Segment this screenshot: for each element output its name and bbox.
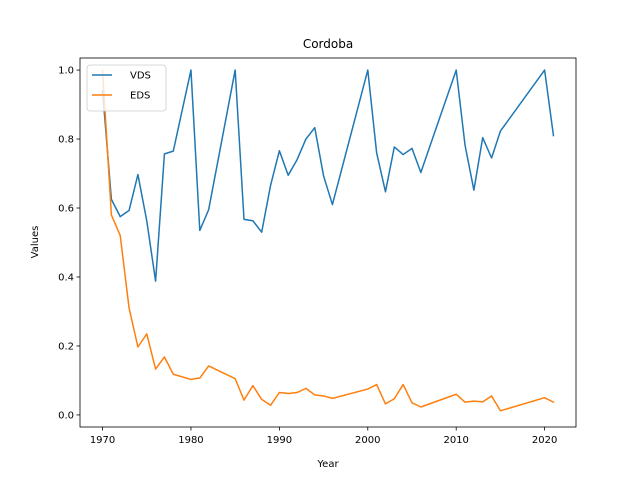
y-tick-label: 0.8	[58, 135, 74, 146]
x-tick-label: 2000	[355, 435, 380, 446]
legend: VDS EDS	[86, 64, 167, 112]
y-tick-label: 0.0	[58, 410, 74, 421]
plot-frame	[79, 57, 577, 428]
y-axis-label: Values	[30, 226, 41, 259]
y-tick-label: 1.0	[58, 66, 74, 77]
y-tick-label: 0.4	[58, 272, 74, 283]
legend-label-vds: VDS	[130, 71, 151, 82]
x-tick-label: 1990	[267, 435, 292, 446]
series-line-vds	[101, 69, 555, 282]
legend-label-eds: EDS	[130, 91, 150, 102]
x-tick-label: 1980	[178, 435, 203, 446]
y-tick-label: 0.2	[58, 341, 74, 352]
plot-background	[80, 58, 576, 427]
y-axis: 0.0 0.2 0.4 0.6 0.8 1.0	[58, 66, 80, 421]
legend-box	[86, 64, 167, 112]
y-tick-label: 0.6	[58, 204, 74, 215]
x-axis: 1970 1980 1990 2000 2010 2020	[90, 427, 557, 446]
series-layer	[101, 69, 555, 412]
series-line-eds	[101, 69, 555, 412]
chart-title: Cordoba	[303, 37, 353, 51]
x-tick-label: 1970	[90, 435, 115, 446]
x-tick-label: 2010	[443, 435, 468, 446]
plot-area	[80, 58, 576, 427]
x-axis-label: Year	[316, 459, 339, 470]
x-tick-label: 2020	[532, 435, 557, 446]
